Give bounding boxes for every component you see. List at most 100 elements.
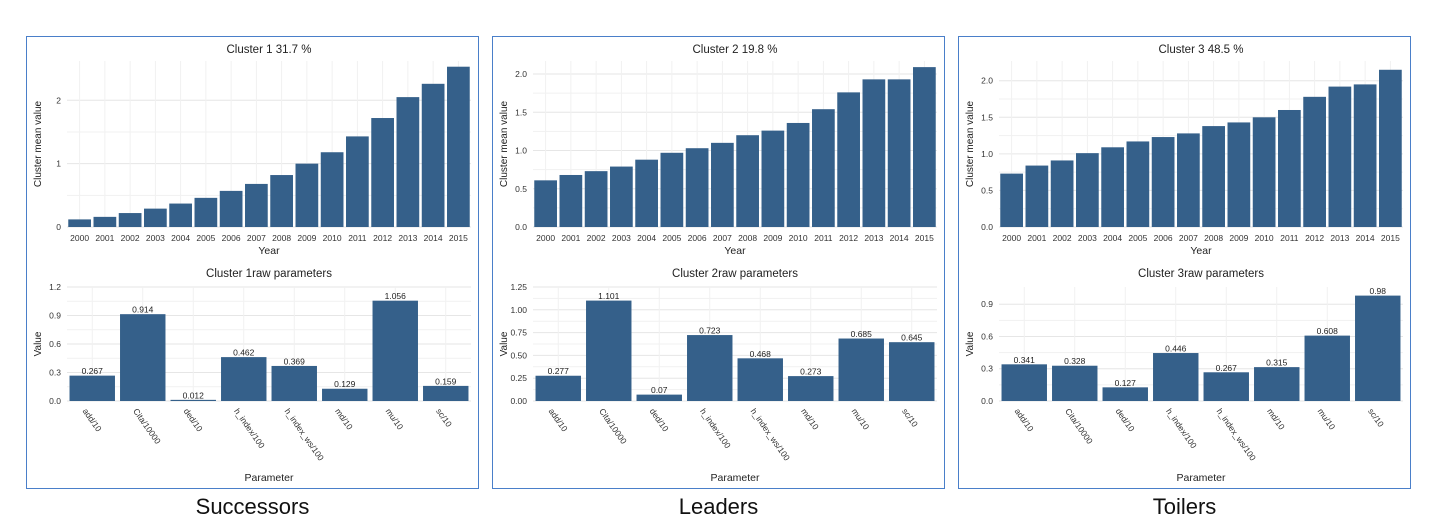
bar-2013	[862, 79, 886, 227]
y-tick-label: 0.0	[981, 222, 993, 232]
bar-mu/10	[1304, 335, 1350, 401]
data-label: 0.723	[699, 326, 721, 336]
x-tick-label: 2010	[323, 233, 342, 243]
y-tick-label: 0	[56, 222, 61, 232]
x-tick-label: 2000	[536, 233, 555, 243]
bar-h_index/100	[687, 335, 733, 401]
x-tick-label: 2015	[1381, 233, 1400, 243]
y-tick-label: 1.0	[981, 149, 993, 159]
x-tick-label: 2008	[1204, 233, 1223, 243]
data-label: 0.267	[1216, 363, 1238, 373]
y-tick-label: 1.25	[510, 282, 527, 292]
x-tick-label: 2009	[297, 233, 316, 243]
x-tick-label: add/10	[1013, 406, 1036, 433]
bar-Cita/10000	[586, 300, 632, 401]
data-label: 0.468	[750, 349, 772, 359]
bar-h_index_ws/100	[271, 365, 317, 401]
y-tick-label: 2.0	[981, 76, 993, 86]
x-tick-label: 2000	[1002, 233, 1021, 243]
y-axis-label: Value	[965, 331, 976, 356]
x-tick-label: sc/10	[900, 406, 920, 429]
y-tick-label: 0.50	[510, 350, 527, 360]
bar-h_index/100	[221, 357, 267, 401]
data-label: 0.315	[1266, 358, 1288, 368]
panel-charts: 0.0 0.5 1.0 1.5 2.0 2000 2001 2002 2003 2004 2005 2…	[499, 44, 937, 484]
bar-2006	[685, 148, 709, 227]
bar-mu/10	[372, 300, 418, 401]
x-tick-label: h_index/100	[698, 406, 733, 450]
bar-ded/10	[170, 399, 216, 401]
bar-Cita/10000	[1052, 365, 1098, 401]
x-tick-label: md/10	[799, 406, 821, 431]
x-tick-label: 2005	[1128, 233, 1147, 243]
bar-2011	[1278, 109, 1301, 227]
bar-2008	[736, 135, 759, 227]
bar-2014	[421, 83, 445, 227]
bar-md/10	[788, 376, 834, 401]
bar-2006	[219, 190, 243, 227]
chart-title: Cluster 2 19.8 %	[692, 44, 777, 56]
x-tick-label: 2014	[424, 233, 443, 243]
bar-ded/10	[636, 394, 682, 401]
bar-Cita/10000	[120, 314, 166, 401]
x-tick-label: 2009	[1229, 233, 1248, 243]
bar-2011	[812, 109, 835, 227]
y-axis-label: Cluster mean value	[33, 100, 44, 187]
x-tick-label: h_index/100	[1164, 406, 1199, 450]
bar-add/10	[1001, 364, 1047, 401]
data-label: 1.056	[385, 291, 407, 301]
bar-2004	[635, 159, 658, 227]
x-tick-label: ded/10	[182, 406, 205, 433]
data-label: 0.341	[1014, 355, 1036, 365]
data-label: 0.159	[435, 376, 457, 386]
x-tick-label: mu/10	[1316, 406, 1338, 431]
y-tick-label: 2.0	[515, 69, 527, 79]
data-label: 0.685	[851, 329, 873, 339]
bar-2004	[1101, 147, 1124, 227]
bar-2009	[761, 130, 785, 227]
y-tick-label: 0.25	[510, 373, 527, 383]
y-axis-label: Cluster mean value	[965, 100, 976, 187]
data-label: 0.267	[82, 366, 104, 376]
caption-toilers: Toilers	[1152, 494, 1217, 519]
x-tick-label: sc/10	[434, 406, 454, 429]
x-axis-label: Parameter	[244, 472, 294, 484]
bar-sc/10	[1355, 295, 1401, 401]
x-tick-label: 2007	[713, 233, 732, 243]
x-axis-label: Year	[258, 245, 280, 257]
x-tick-label: h_index/100	[232, 406, 267, 450]
bar-2009	[295, 163, 319, 227]
data-label: 0.608	[1317, 326, 1339, 336]
bar-2004	[169, 203, 192, 227]
x-tick-label: 2012	[839, 233, 858, 243]
x-tick-label: 2013	[864, 233, 883, 243]
y-tick-label: 0.6	[981, 331, 993, 341]
x-tick-label: 2006	[1154, 233, 1173, 243]
bar-2015	[1379, 69, 1402, 227]
x-tick-label: 2012	[373, 233, 392, 243]
x-tick-label: mu/10	[850, 406, 872, 431]
y-tick-label: 0.3	[49, 368, 61, 378]
x-tick-label: ded/10	[1114, 406, 1137, 433]
x-tick-label: 2005	[196, 233, 215, 243]
bar-h_index/100	[1153, 353, 1199, 401]
bar-2013	[396, 97, 420, 227]
y-tick-label: 1.5	[515, 107, 527, 117]
x-tick-label: add/10	[547, 406, 570, 433]
bar-md/10	[1254, 367, 1300, 401]
x-tick-label: ded/10	[648, 406, 671, 433]
x-axis-label: Parameter	[710, 472, 760, 484]
data-label: 0.98	[1369, 286, 1386, 296]
bar-2003	[1076, 153, 1099, 227]
caption-successors: Successors	[195, 494, 310, 519]
bar-2012	[371, 118, 394, 227]
x-tick-label: 2004	[637, 233, 656, 243]
y-tick-label: 0.5	[515, 184, 527, 194]
y-tick-label: 2	[56, 95, 61, 105]
x-tick-label: 2013	[398, 233, 417, 243]
data-label: 0.012	[183, 390, 205, 400]
y-tick-label: 0.9	[981, 299, 993, 309]
bar-2007	[245, 183, 268, 227]
x-tick-label: 2011	[1280, 233, 1299, 243]
bar-2001	[93, 216, 117, 227]
